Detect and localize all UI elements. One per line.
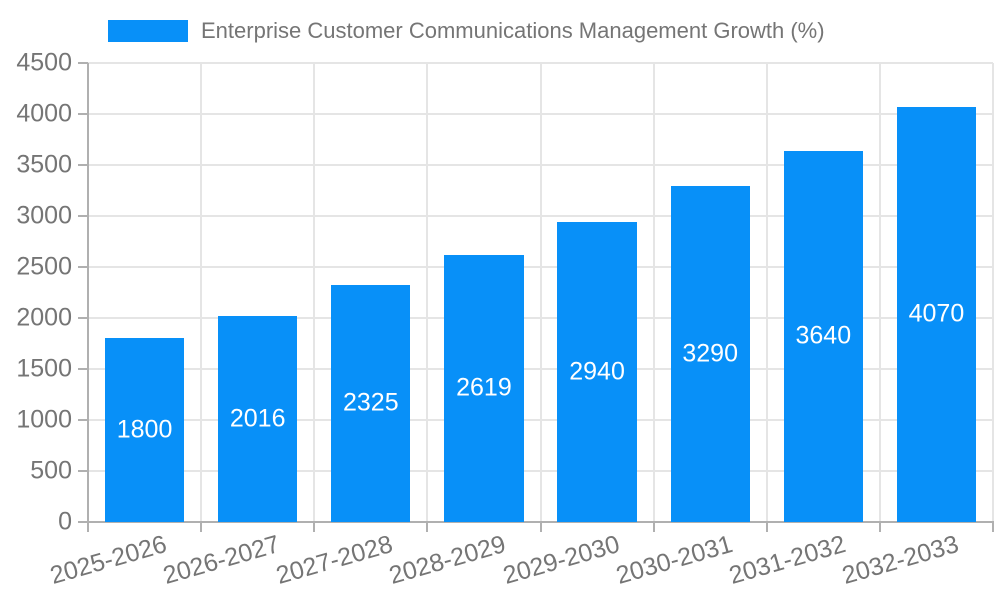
x-tick-label: 2030-2031 [612, 530, 736, 590]
x-axis-tick [200, 522, 203, 532]
bar [331, 284, 411, 522]
gridline-x [200, 63, 203, 522]
bar-value-label: 3290 [682, 339, 738, 368]
x-axis-tick [652, 522, 655, 532]
y-tick-label: 1000 [16, 405, 72, 434]
x-axis-tick [426, 522, 429, 532]
x-tick-label: 2028-2029 [386, 530, 510, 590]
gridline-x [426, 63, 429, 522]
gridline-x [878, 63, 881, 522]
bar [896, 106, 977, 522]
bar-value-label: 2016 [229, 404, 286, 433]
gridline-x [652, 63, 655, 522]
bar [218, 316, 298, 522]
x-axis-tick [765, 522, 768, 532]
x-tick-label: 2026-2027 [160, 530, 283, 590]
y-tick-label: 0 [58, 507, 72, 536]
bar [444, 254, 524, 522]
y-axis-tick [78, 62, 88, 64]
bar-value-label: 1800 [116, 415, 173, 444]
y-axis-line [87, 63, 89, 522]
legend: Enterprise Customer Communications Manag… [108, 16, 825, 46]
y-axis-tick [78, 215, 88, 217]
y-tick-label: 3500 [16, 150, 72, 179]
y-tick-label: 2500 [16, 252, 72, 281]
y-tick-label: 500 [30, 456, 72, 485]
y-tick-label: 1500 [16, 354, 72, 383]
x-axis-tick [87, 522, 89, 532]
bar-value-label: 4070 [908, 299, 965, 328]
x-axis-tick [313, 522, 316, 532]
bar [783, 150, 863, 522]
x-axis-line [87, 521, 994, 523]
bar [557, 222, 637, 522]
y-axis-tick [78, 164, 88, 166]
y-tick-label: 2000 [16, 303, 72, 332]
x-tick-label: 2027-2028 [273, 530, 396, 590]
bar [104, 338, 185, 522]
x-tick-label: 2025-2026 [47, 530, 170, 590]
y-axis-tick [78, 521, 88, 523]
y-axis-tick [78, 266, 88, 268]
y-tick-label: 4000 [16, 99, 72, 128]
y-axis-tick [78, 113, 88, 115]
y-axis-tick [78, 317, 88, 319]
bar-value-label: 2940 [569, 357, 625, 386]
gridline-x [313, 63, 316, 522]
bar-value-label: 2619 [456, 373, 512, 402]
x-tick-label: 2032-2033 [838, 530, 962, 590]
legend-label: Enterprise Customer Communications Manag… [201, 18, 825, 43]
bar-value-label: 2325 [343, 388, 399, 417]
y-tick-label: 3000 [16, 201, 72, 230]
y-axis-tick [78, 368, 88, 370]
x-axis-tick [539, 522, 542, 532]
gridline-x [765, 63, 768, 522]
x-tick-label: 2031-2032 [725, 530, 849, 590]
gridline-x [992, 63, 994, 522]
gridline-x [539, 63, 542, 522]
bar [670, 186, 750, 522]
y-tick-label: 4500 [16, 48, 72, 77]
bar-value-label: 3640 [795, 321, 852, 350]
x-tick-label: 2029-2030 [499, 530, 623, 590]
y-axis-tick [78, 470, 88, 472]
x-axis-tick [992, 522, 994, 532]
x-axis-tick [878, 522, 881, 532]
y-axis-tick [78, 419, 88, 421]
legend-swatch [108, 20, 188, 42]
